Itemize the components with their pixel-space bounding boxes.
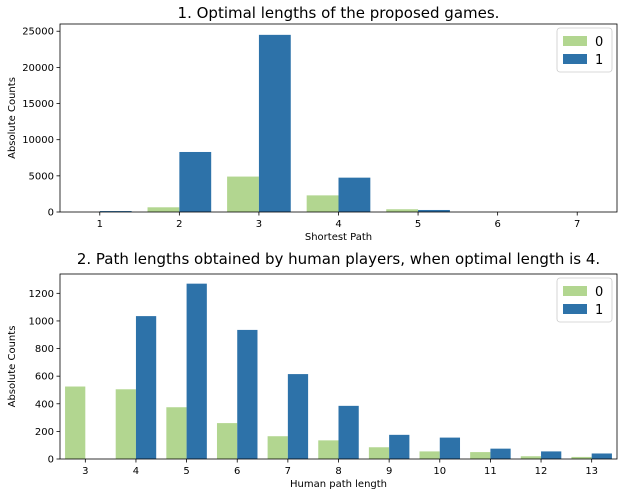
bar-series-1-9 (389, 434, 410, 459)
bar-series-0-13 (571, 456, 592, 459)
legend-label: 0 (595, 285, 603, 300)
legend-swatch-1 (563, 54, 587, 64)
x-tick-label: 7 (285, 466, 291, 477)
bar-series-0-3 (227, 176, 259, 212)
legend: 01 (556, 27, 613, 73)
chart-panel-1: 1. Optimal lengths of the proposed games… (7, 4, 618, 243)
y-tick-label: 600 (35, 372, 54, 383)
bar-series-1-1 (99, 211, 132, 212)
y-tick-label: 0 (48, 455, 54, 466)
bar-series-0-3 (65, 386, 86, 459)
x-tick-label: 13 (585, 466, 598, 477)
x-axis-label: Shortest Path (305, 232, 372, 243)
bar-series-0-10 (419, 451, 440, 459)
bar-series-1-13 (591, 453, 612, 459)
bar-series-0-5 (166, 407, 187, 459)
y-axis-label: Absolute Counts (7, 77, 18, 159)
x-tick-label: 4 (335, 219, 341, 230)
y-tick-label: 5000 (29, 171, 54, 182)
bar-series-1-5 (418, 209, 450, 212)
y-axis-label: Absolute Counts (7, 326, 18, 408)
x-tick-label: 8 (335, 466, 341, 477)
y-tick-label: 1000 (29, 316, 54, 327)
legend: 01 (556, 277, 613, 323)
x-tick-label: 7 (574, 219, 580, 230)
legend-label: 1 (595, 53, 603, 68)
y-tick-label: 10000 (22, 135, 54, 146)
x-tick-label: 5 (415, 219, 421, 230)
x-tick-label: 1 (97, 219, 103, 230)
legend-label: 1 (595, 303, 603, 318)
y-tick-label: 200 (35, 427, 54, 438)
chart-title: 1. Optimal lengths of the proposed games… (178, 4, 500, 22)
bar-series-0-12 (520, 456, 542, 459)
bar-series-1-4 (338, 177, 371, 212)
legend-swatch-0 (563, 286, 587, 296)
bar-series-0-4 (115, 389, 136, 459)
x-tick-label: 6 (234, 466, 240, 477)
legend-label: 0 (595, 35, 603, 50)
legend-swatch-1 (563, 304, 587, 314)
y-tick-label: 800 (35, 344, 54, 355)
bar-series-0-2 (147, 207, 180, 212)
bar-series-1-10 (439, 437, 461, 459)
bar-series-0-9 (368, 447, 390, 459)
x-tick-label: 6 (494, 219, 500, 230)
x-tick-label: 10 (433, 466, 446, 477)
x-tick-label: 5 (183, 466, 189, 477)
x-tick-label: 12 (535, 466, 548, 477)
y-tick-label: 400 (35, 399, 54, 410)
x-tick-label: 9 (386, 466, 392, 477)
y-tick-label: 20000 (22, 63, 54, 74)
bar-series-1-11 (490, 448, 511, 459)
legend-box (556, 277, 613, 323)
x-axis-label: Human path length (290, 479, 387, 490)
bar-series-1-8 (338, 405, 359, 459)
legend-swatch-0 (563, 36, 587, 46)
bar-series-1-5 (186, 283, 207, 459)
x-tick-label: 4 (133, 466, 139, 477)
x-tick-label: 11 (484, 466, 497, 477)
bar-series-0-8 (318, 440, 339, 459)
bar-series-1-6 (237, 329, 258, 459)
bar-series-0-4 (306, 195, 339, 212)
y-tick-label: 15000 (22, 99, 54, 110)
bar-series-1-4 (135, 316, 157, 459)
chart-title: 2. Path lengths obtained by human player… (77, 250, 600, 268)
bar-series-1-12 (541, 451, 562, 459)
bar-series-0-7 (267, 436, 288, 459)
bar-series-0-6 (216, 423, 238, 459)
bar-series-0-11 (470, 452, 491, 459)
y-tick-label: 1200 (29, 289, 54, 300)
x-tick-label: 2 (176, 219, 182, 230)
bar-series-1-2 (179, 151, 212, 212)
bar-series-1-7 (287, 374, 309, 459)
bar-series-0-5 (386, 209, 419, 212)
bar-series-1-3 (258, 34, 291, 212)
x-tick-label: 3 (256, 219, 262, 230)
y-tick-label: 25000 (22, 27, 54, 38)
chart-panel-2: 2. Path lengths obtained by human player… (7, 250, 618, 490)
x-tick-label: 3 (82, 466, 88, 477)
y-tick-label: 0 (48, 208, 54, 219)
legend-box (556, 27, 613, 73)
